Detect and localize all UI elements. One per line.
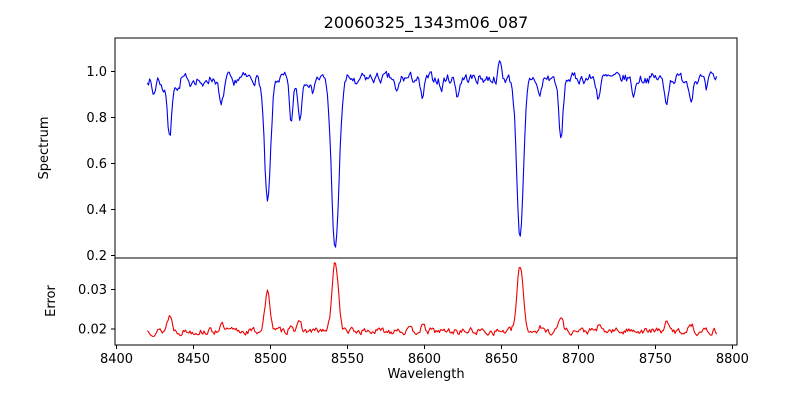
x-axis-label: Wavelength <box>387 367 465 382</box>
x-tick-label: 8700 <box>562 352 595 367</box>
chart-title: 20060325_1343m06_087 <box>323 13 529 32</box>
spectrum-y-tick-label: 0.8 <box>86 111 107 126</box>
error-y-tick-label: 0.02 <box>78 323 107 338</box>
x-tick-label: 8450 <box>177 352 210 367</box>
spectrum-panel-border <box>114 37 738 259</box>
x-tick-label: 8600 <box>408 352 441 367</box>
x-tick-label: 8750 <box>639 352 672 367</box>
spectrum-line <box>146 60 718 248</box>
x-tick-label: 8500 <box>254 352 287 367</box>
spectrum-y-tick-label: 0.6 <box>86 157 107 172</box>
x-tick-label: 8650 <box>485 352 518 367</box>
x-tick-label: 8400 <box>100 352 133 367</box>
x-tick-label: 8550 <box>331 352 364 367</box>
spectrum-y-tick-label: 0.4 <box>86 203 107 218</box>
spectrum-y-tick-label: 0.2 <box>86 249 107 264</box>
spectrum-y-tick-label: 1.0 <box>86 65 107 80</box>
error-line <box>146 262 718 338</box>
error-y-tick-label: 0.03 <box>78 283 107 298</box>
error-panel-border <box>114 257 738 346</box>
x-tick-label: 8800 <box>716 352 749 367</box>
